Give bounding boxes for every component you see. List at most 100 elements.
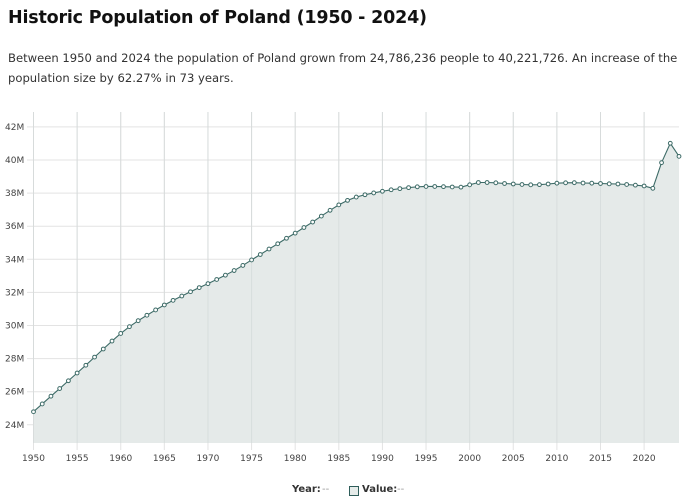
legend-value-value: -- [397, 484, 405, 495]
y-tick-label: 38M [5, 189, 24, 199]
data-point [667, 140, 673, 146]
data-point [284, 235, 289, 241]
data-point [484, 180, 490, 185]
data-points [31, 140, 682, 415]
legend: Year: -- Value: -- [0, 484, 700, 500]
x-tick-label: 1970 [197, 454, 220, 464]
data-point [214, 277, 220, 282]
legend-value-label: Value: [362, 484, 398, 495]
data-point [397, 186, 403, 192]
data-point [74, 370, 80, 376]
data-point [641, 183, 647, 189]
data-point [127, 324, 132, 330]
data-point [118, 331, 124, 336]
data-point [205, 281, 211, 287]
x-tick-label: 2010 [545, 454, 568, 464]
data-point [580, 180, 586, 186]
data-point [249, 257, 254, 263]
data-point [388, 187, 394, 193]
x-tick-label: 1990 [371, 454, 394, 464]
data-point [92, 354, 97, 360]
data-point [510, 181, 516, 187]
data-point [537, 182, 542, 188]
population-area [33, 143, 679, 443]
data-point [109, 338, 115, 344]
data-point [336, 202, 342, 208]
data-point [31, 409, 36, 415]
y-tick-label: 34M [5, 255, 24, 265]
x-tick-label: 1960 [109, 454, 132, 464]
data-point [65, 378, 71, 384]
x-tick-label: 2015 [589, 454, 612, 464]
data-point [57, 386, 63, 391]
data-point [598, 181, 603, 186]
data-point [231, 268, 237, 273]
data-point [380, 188, 385, 194]
x-axis-labels: 1950 1955 1960 1965 1970 1975 1980 1985 1990 1995… [22, 454, 656, 464]
data-point [571, 180, 577, 186]
data-point [188, 289, 193, 295]
data-point [650, 185, 656, 191]
data-point [475, 180, 481, 185]
x-tick-label: 1975 [240, 454, 263, 464]
data-point [135, 318, 141, 324]
x-tick-label: 1955 [66, 454, 89, 464]
data-point [467, 182, 473, 188]
y-tick-label: 26M [5, 388, 24, 398]
data-point [423, 184, 429, 189]
data-point [292, 230, 298, 236]
data-point [196, 285, 202, 290]
page-description: Between 1950 and 2024 the population of … [8, 51, 678, 85]
x-tick-label: 1985 [327, 454, 350, 464]
data-point [223, 272, 228, 278]
data-point [345, 197, 350, 203]
y-tick-label: 24M [5, 421, 24, 431]
data-point [615, 181, 621, 187]
data-point [493, 180, 499, 186]
data-point [371, 190, 377, 196]
data-point [83, 362, 89, 368]
legend-year-value: -- [322, 484, 330, 495]
data-point [414, 184, 420, 190]
legend-year-label: Year: [292, 484, 321, 495]
data-point [406, 185, 411, 191]
y-tick-label: 32M [5, 288, 24, 298]
x-tick-label: 2005 [502, 454, 525, 464]
data-point [144, 312, 150, 318]
y-tick-label: 36M [5, 222, 24, 232]
data-point [275, 241, 281, 247]
data-point [170, 297, 176, 303]
x-tick-label: 1995 [415, 454, 438, 464]
data-point [449, 184, 455, 190]
data-point [432, 184, 438, 189]
data-point [563, 180, 569, 186]
x-tick-label: 1965 [153, 454, 176, 464]
data-point [502, 181, 507, 186]
data-point [179, 293, 185, 299]
data-point [153, 307, 159, 313]
data-point [659, 160, 664, 166]
data-point [266, 246, 272, 252]
data-point [301, 225, 307, 230]
data-point [353, 194, 359, 200]
data-point [589, 180, 595, 186]
x-tick-label: 1950 [22, 454, 45, 464]
x-tick-label: 1980 [284, 454, 307, 464]
y-axis-labels: 24M 26M 28M 30M 32M 34M 36M 38M 40M 42M [5, 123, 24, 431]
legend-value-swatch [349, 486, 359, 496]
grid-vertical-overlay [33, 112, 645, 443]
x-tick-label: 2020 [633, 454, 656, 464]
data-point [528, 182, 534, 188]
data-point [676, 153, 682, 159]
data-point [632, 182, 638, 188]
page-title: Historic Population of Poland (1950 - 20… [8, 8, 427, 28]
y-tick-label: 40M [5, 156, 24, 166]
data-point [240, 263, 246, 268]
data-point [362, 192, 368, 198]
data-point [606, 181, 612, 187]
x-tick-label: 2000 [458, 454, 481, 464]
data-point [39, 401, 45, 407]
data-point [100, 346, 106, 352]
data-point [310, 219, 316, 225]
